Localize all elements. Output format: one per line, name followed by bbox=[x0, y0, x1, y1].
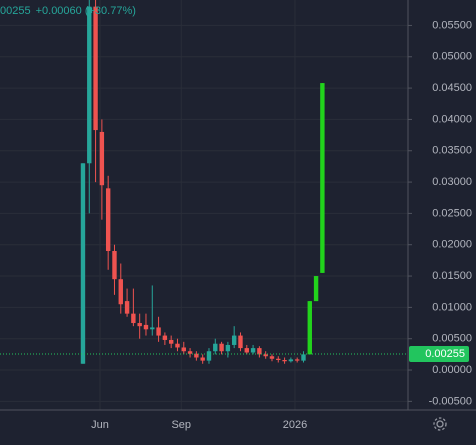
y-tick-label: 0.04000 bbox=[432, 113, 472, 125]
candle-body bbox=[238, 335, 243, 349]
candle-body bbox=[250, 348, 256, 353]
candle-body bbox=[156, 327, 161, 336]
y-tick-label: 0.04500 bbox=[432, 82, 472, 94]
candle-body bbox=[301, 354, 306, 361]
candle-body bbox=[213, 343, 218, 352]
grid bbox=[0, 0, 408, 410]
settings-icon[interactable] bbox=[433, 417, 447, 431]
candle-body bbox=[219, 343, 224, 352]
candle-body bbox=[200, 357, 205, 361]
candle-body bbox=[244, 348, 249, 353]
candle-body bbox=[118, 279, 123, 305]
legend: 00255 +0.00060 (+30.77%) bbox=[0, 5, 136, 17]
y-tick-label: 0.02500 bbox=[432, 207, 472, 219]
legend-price: 00255 bbox=[0, 5, 31, 17]
candle-body bbox=[294, 359, 300, 361]
candle-body bbox=[162, 335, 168, 340]
legend-change: +0.00060 (+30.77%) bbox=[36, 5, 136, 17]
y-tick-label: 0.02000 bbox=[432, 239, 472, 251]
candle-body bbox=[276, 358, 281, 361]
x-tick-label: Jun bbox=[91, 419, 109, 431]
axes: 0.05500 0.05000 0.04500 0.04000 0.03500 0.030… bbox=[91, 19, 472, 431]
candle-body bbox=[87, 6, 92, 164]
y-tick-label: 0.03500 bbox=[432, 145, 472, 157]
candle-body bbox=[150, 327, 155, 330]
y-tick-label: 0.05000 bbox=[432, 51, 472, 63]
candle-body bbox=[105, 188, 111, 251]
plot-area bbox=[0, 0, 408, 364]
candle-body bbox=[131, 313, 136, 324]
y-tick-label: 0.00000 bbox=[432, 364, 472, 376]
last-price-box bbox=[409, 346, 469, 363]
candle-body bbox=[168, 339, 174, 344]
y-tick-label: 0.05500 bbox=[432, 19, 472, 31]
candle-body bbox=[124, 301, 130, 314]
candle-body bbox=[231, 335, 237, 345]
candle-body bbox=[137, 323, 142, 327]
candle-body bbox=[181, 347, 186, 352]
candle-body bbox=[93, 6, 98, 131]
candle-body bbox=[313, 276, 319, 302]
x-tick-label: 2026 bbox=[283, 419, 307, 431]
y-tick-label: 0.01500 bbox=[432, 270, 472, 282]
candle-body bbox=[288, 359, 294, 362]
candle-body bbox=[225, 344, 231, 352]
x-tick-label: Sep bbox=[171, 419, 191, 431]
candle-body bbox=[282, 360, 287, 362]
candle-body bbox=[307, 301, 312, 355]
candle-body bbox=[206, 351, 212, 361]
candle-body bbox=[187, 351, 193, 354]
candle-body bbox=[112, 250, 117, 280]
candle-body bbox=[80, 163, 86, 364]
candle-body bbox=[263, 354, 268, 357]
candle-body bbox=[99, 131, 105, 186]
y-tick-label: 0.01000 bbox=[432, 301, 472, 313]
candle-body bbox=[194, 353, 199, 358]
y-tick-label: 0.03000 bbox=[432, 176, 472, 188]
candle-body bbox=[175, 343, 180, 348]
candle-body bbox=[320, 83, 325, 273]
candle-body bbox=[143, 324, 149, 330]
y-tick-label: -0.00500 bbox=[429, 395, 472, 407]
last-price-label: 0.00255 bbox=[425, 348, 465, 360]
candle-body bbox=[257, 348, 262, 355]
candle-body bbox=[269, 356, 275, 359]
y-tick-label: 0.00500 bbox=[432, 333, 472, 345]
